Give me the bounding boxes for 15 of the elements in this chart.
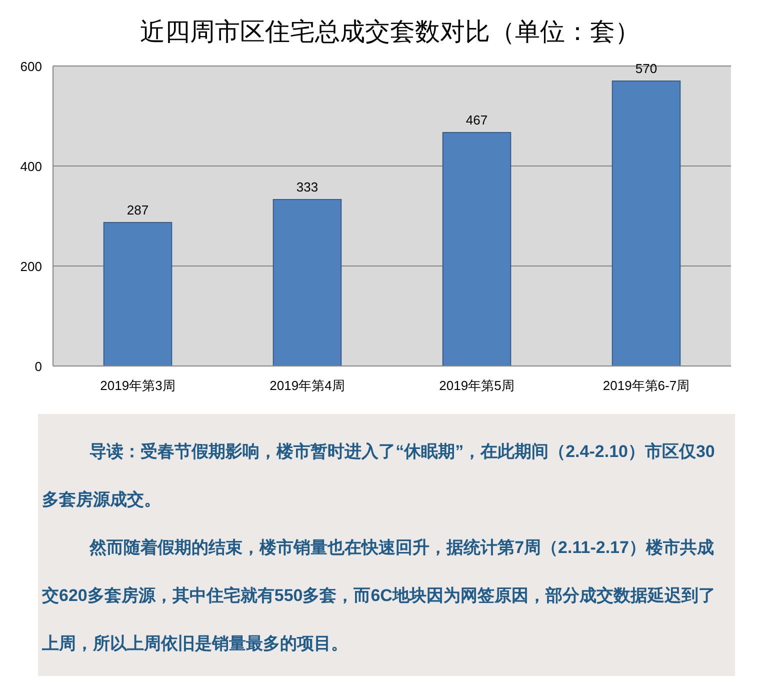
y-tick-label: 600 bbox=[20, 59, 42, 74]
x-tick-label: 2019年第4周 bbox=[270, 378, 345, 393]
y-tick-label: 0 bbox=[34, 359, 42, 374]
y-tick-label: 400 bbox=[20, 159, 42, 174]
data-label: 570 bbox=[635, 61, 658, 76]
data-label: 467 bbox=[466, 112, 488, 128]
title: 近四周市区住宅总成交套数对比（单位：套） bbox=[140, 18, 640, 46]
x-tick-label: 2019年第5周 bbox=[439, 378, 514, 393]
data-label: 287 bbox=[126, 202, 149, 218]
data-label: 333 bbox=[296, 180, 318, 194]
x-tick-label: 2019年第6-7周 bbox=[602, 378, 690, 393]
annotation: 然而随着假期的结束，楼市销量也在快速回升，据统计第7周（2.11-2.17）楼市共成交620多套房源，其中住宅就有550多套，而6C地块因为网签原因，部分成交数据延迟到了上周，所以上周依旧是销量最多的项目。 bbox=[42, 537, 716, 655]
x-tick-label: 2019年第3周 bbox=[100, 378, 176, 393]
y-tick-label: 200 bbox=[20, 259, 42, 274]
annotation: 导读：受春节假期影响，楼市暂时进入了“休眠期”，在此期间（2.4-2.10）市区仅30多套房源成交。 bbox=[42, 441, 716, 511]
